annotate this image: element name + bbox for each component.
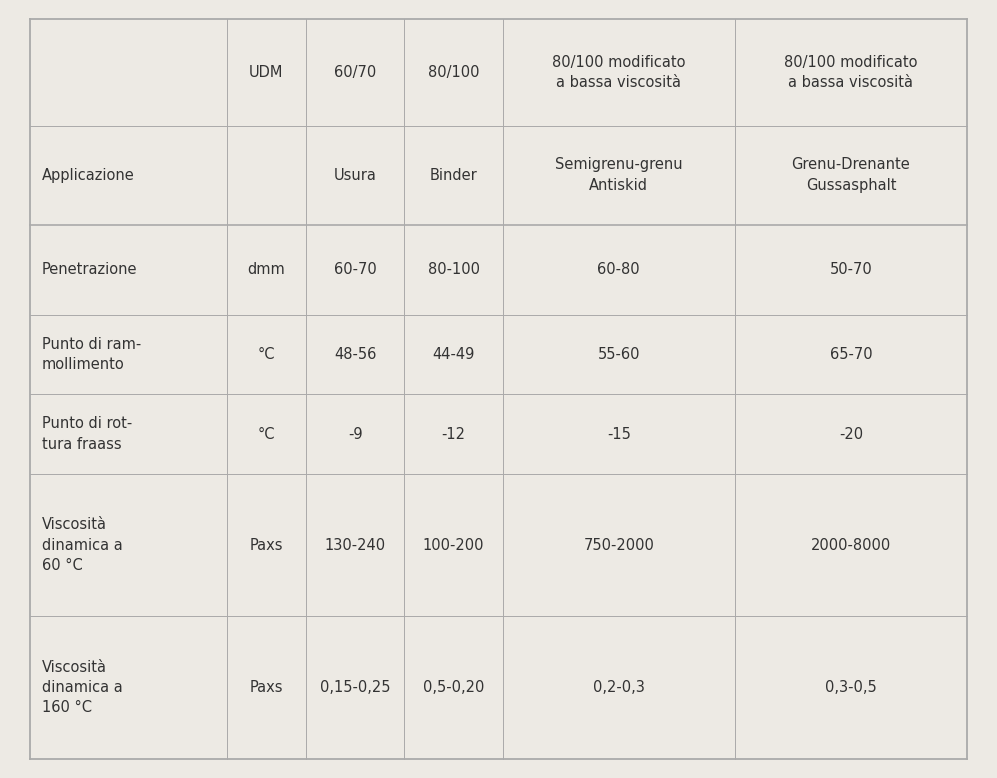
Text: 750-2000: 750-2000 (583, 538, 654, 552)
Text: 65-70: 65-70 (830, 347, 872, 363)
Text: Usura: Usura (334, 167, 377, 183)
Text: 60/70: 60/70 (334, 65, 377, 80)
Text: Grenu-Drenante
Gussasphalt: Grenu-Drenante Gussasphalt (792, 157, 910, 193)
Text: 2000-8000: 2000-8000 (811, 538, 891, 552)
Text: 0,3-0,5: 0,3-0,5 (826, 680, 877, 695)
Text: 80/100 modificato
a bassa viscosità: 80/100 modificato a bassa viscosità (785, 55, 918, 90)
Text: 60-80: 60-80 (597, 262, 640, 277)
Text: 80/100 modificato
a bassa viscosità: 80/100 modificato a bassa viscosità (552, 55, 686, 90)
Text: Punto di rot-
tura fraass: Punto di rot- tura fraass (42, 416, 133, 452)
Text: -20: -20 (838, 426, 863, 442)
Text: Applicazione: Applicazione (42, 167, 135, 183)
Text: 55-60: 55-60 (597, 347, 640, 363)
Text: UDM: UDM (249, 65, 283, 80)
Text: Paxs: Paxs (249, 538, 283, 552)
Text: 0,15-0,25: 0,15-0,25 (320, 680, 391, 695)
Text: 50-70: 50-70 (830, 262, 872, 277)
Text: °C: °C (257, 426, 275, 442)
Text: -9: -9 (348, 426, 363, 442)
Text: Viscosità
dinamica a
60 °C: Viscosità dinamica a 60 °C (42, 517, 123, 573)
Text: Binder: Binder (430, 167, 478, 183)
Text: 60-70: 60-70 (334, 262, 377, 277)
Text: Penetrazione: Penetrazione (42, 262, 138, 277)
Text: 130-240: 130-240 (325, 538, 386, 552)
Text: 0,5-0,20: 0,5-0,20 (423, 680, 485, 695)
Text: -15: -15 (607, 426, 631, 442)
Text: -12: -12 (442, 426, 466, 442)
Text: Viscosità
dinamica a
160 °C: Viscosità dinamica a 160 °C (42, 660, 123, 715)
Text: 44-49: 44-49 (433, 347, 475, 363)
Text: Semigrenu-grenu
Antiskid: Semigrenu-grenu Antiskid (555, 157, 683, 193)
Text: Punto di ram-
mollimento: Punto di ram- mollimento (42, 337, 142, 373)
Text: 80-100: 80-100 (428, 262, 480, 277)
Text: dmm: dmm (247, 262, 285, 277)
Text: 80/100: 80/100 (428, 65, 480, 80)
Text: 48-56: 48-56 (334, 347, 377, 363)
Text: 0,2-0,3: 0,2-0,3 (593, 680, 645, 695)
Text: °C: °C (257, 347, 275, 363)
Text: 100-200: 100-200 (423, 538, 485, 552)
Text: Paxs: Paxs (249, 680, 283, 695)
